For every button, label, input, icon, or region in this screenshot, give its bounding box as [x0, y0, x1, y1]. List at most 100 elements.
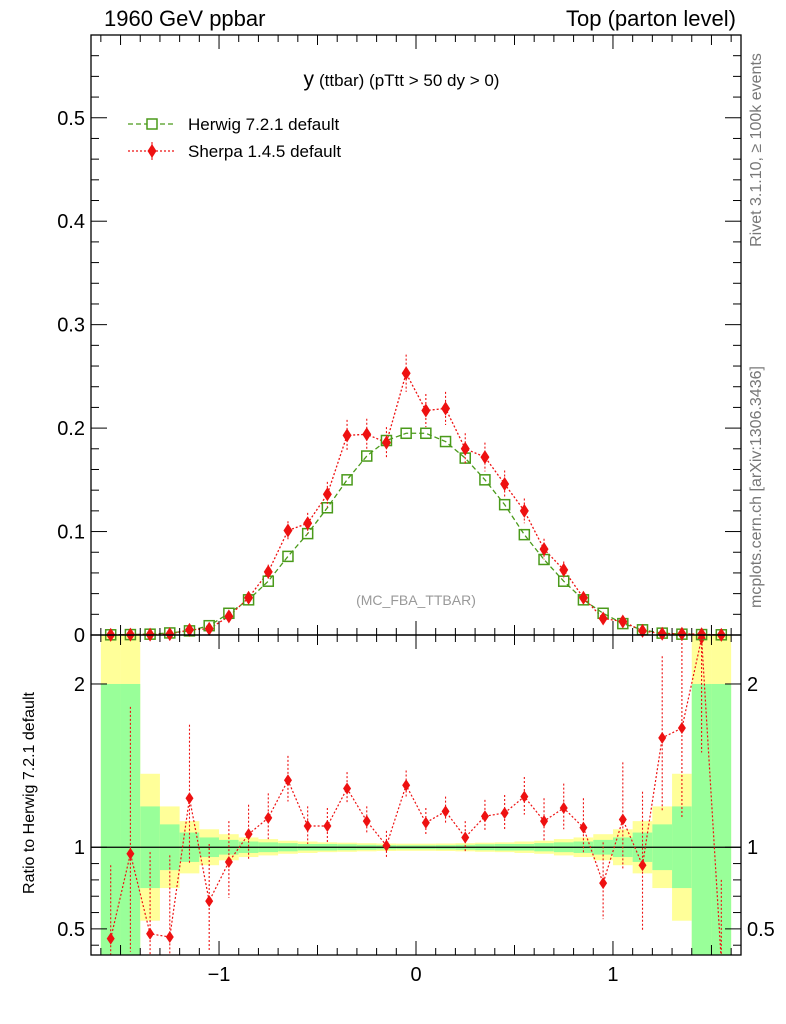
- sherpa-point: [539, 542, 549, 557]
- ratio-y-tick-label-right: 2: [747, 674, 758, 696]
- sherpa-point: [598, 611, 608, 626]
- sherpa-point: [342, 428, 352, 443]
- plot-title-symbol: y: [304, 68, 315, 91]
- ratio-sherpa-point: [126, 847, 135, 860]
- sherpa-point: [677, 626, 687, 641]
- ratio-band-green: [691, 683, 712, 955]
- herwig-point: [420, 427, 432, 440]
- ratio-sherpa-point: [658, 731, 667, 744]
- main-y-tick-label: 0.4: [57, 211, 85, 233]
- axis-ticks: 0 0.1 0.2 0.3 0.4 0.5 −1 0 1 0.5 0.5 1 1 2 2: [57, 35, 775, 986]
- ratio-sherpa-point: [205, 895, 214, 908]
- herwig-point: [498, 498, 511, 511]
- ratio-sherpa-line: [110, 638, 722, 955]
- ratio-sherpa-point: [677, 722, 686, 735]
- ratio-sherpa-point: [264, 811, 273, 824]
- ratio-x-tick-label: 1: [607, 964, 618, 986]
- sherpa-point: [460, 441, 470, 456]
- main-y-tick-label: 0.2: [57, 418, 85, 440]
- sherpa-point: [519, 503, 529, 518]
- ratio-band-green: [100, 683, 121, 955]
- sherpa-point: [244, 590, 254, 605]
- sherpa-point: [263, 564, 273, 579]
- sherpa-point: [184, 622, 194, 637]
- herwig-point: [282, 550, 294, 563]
- main-y-tick-label: 0.5: [57, 108, 85, 130]
- ratio-sherpa-point: [480, 810, 489, 823]
- herwig-point: [400, 427, 412, 440]
- ratio-y-tick-label-right: 0.5: [747, 919, 775, 941]
- ratio-sherpa-point: [362, 815, 371, 828]
- sherpa-point: [421, 403, 431, 418]
- legend-sherpa-label: Sherpa 1.4.5 default: [188, 142, 341, 161]
- sherpa-point: [618, 614, 628, 629]
- sherpa-point: [559, 562, 569, 577]
- sherpa-point: [638, 623, 648, 638]
- ratio-sherpa-point: [146, 927, 155, 940]
- ratio-sherpa-point: [283, 774, 292, 787]
- ratio-sherpa-point: [500, 806, 509, 819]
- ratio-sherpa-point: [165, 931, 174, 944]
- legend-sherpa-marker: [147, 144, 157, 158]
- header-left-title: 1960 GeV ppbar: [104, 6, 266, 31]
- sherpa-point: [381, 435, 391, 450]
- legend-herwig-marker: [146, 118, 158, 130]
- ratio-sherpa-point: [224, 855, 233, 868]
- ratio-sherpa-point: [343, 782, 352, 795]
- sherpa-point: [657, 626, 667, 641]
- header-right-title: Top (parton level): [566, 6, 736, 31]
- sherpa-point: [578, 590, 588, 605]
- herwig-point: [361, 450, 373, 462]
- sherpa-point: [204, 621, 214, 636]
- ratio-sherpa-point: [185, 792, 194, 805]
- ratio-sherpa-point: [106, 932, 115, 945]
- ratio-y-tick-label-right: 1: [747, 837, 758, 859]
- ratio-band-green: [711, 683, 732, 955]
- ratio-sherpa-point: [618, 813, 627, 826]
- ratio-data-group: [106, 632, 722, 955]
- ratio-sherpa-point: [421, 816, 430, 829]
- ratio-sherpa-point: [323, 820, 332, 833]
- sherpa-point: [500, 476, 510, 491]
- sherpa-point: [303, 516, 313, 531]
- ratio-sherpa-point: [382, 839, 391, 852]
- ratio-x-tick-label: 0: [410, 964, 421, 986]
- sherpa-point: [401, 366, 411, 381]
- main-y-tick-label: 0.3: [57, 315, 85, 337]
- ratio-y-tick-label-left: 2: [74, 674, 85, 696]
- sherpa-point: [224, 609, 234, 624]
- ratio-sherpa-point: [559, 802, 568, 815]
- sherpa-point: [165, 627, 175, 642]
- sherpa-point: [322, 487, 332, 502]
- sherpa-point: [441, 401, 451, 416]
- analysis-watermark: (MC_FBA_TTBAR): [356, 592, 476, 608]
- ratio-sherpa-point: [303, 820, 312, 833]
- ratio-y-tick-label-left: 1: [74, 837, 85, 859]
- legend-herwig-label: Herwig 7.2.1 default: [188, 115, 339, 134]
- sherpa-point: [697, 627, 707, 642]
- ratio-sherpa-point: [599, 877, 608, 890]
- ratio-sherpa-point: [461, 831, 470, 844]
- ratio-sherpa-point: [441, 805, 450, 818]
- main-y-tick-label: 0.1: [57, 522, 85, 544]
- main-y-tick-label: 0: [74, 625, 85, 647]
- plot-frames: [90, 34, 742, 956]
- herwig-point: [518, 528, 531, 541]
- ratio-sherpa-point: [579, 821, 588, 834]
- herwig-point: [439, 435, 452, 448]
- ratio-x-tick-label: −1: [208, 964, 231, 986]
- sherpa-point: [362, 427, 372, 442]
- plot-title: (ttbar) (pTtt > 50 dy > 0): [319, 71, 499, 90]
- legend: Herwig 7.2.1 default Sherpa 1.4.5 default: [128, 115, 341, 161]
- sherpa-point: [480, 450, 490, 465]
- herwig-point: [479, 474, 491, 486]
- ratio-y-tick-label-left: 0.5: [57, 919, 85, 941]
- herwig-point: [341, 474, 353, 486]
- ratio-sherpa-point: [638, 859, 647, 872]
- sherpa-point: [283, 523, 293, 538]
- ratio-sherpa-point: [520, 790, 529, 803]
- ratio-sherpa-point: [402, 779, 411, 792]
- ratio-sherpa-point: [244, 828, 253, 841]
- ratio-sherpa-point: [540, 815, 549, 828]
